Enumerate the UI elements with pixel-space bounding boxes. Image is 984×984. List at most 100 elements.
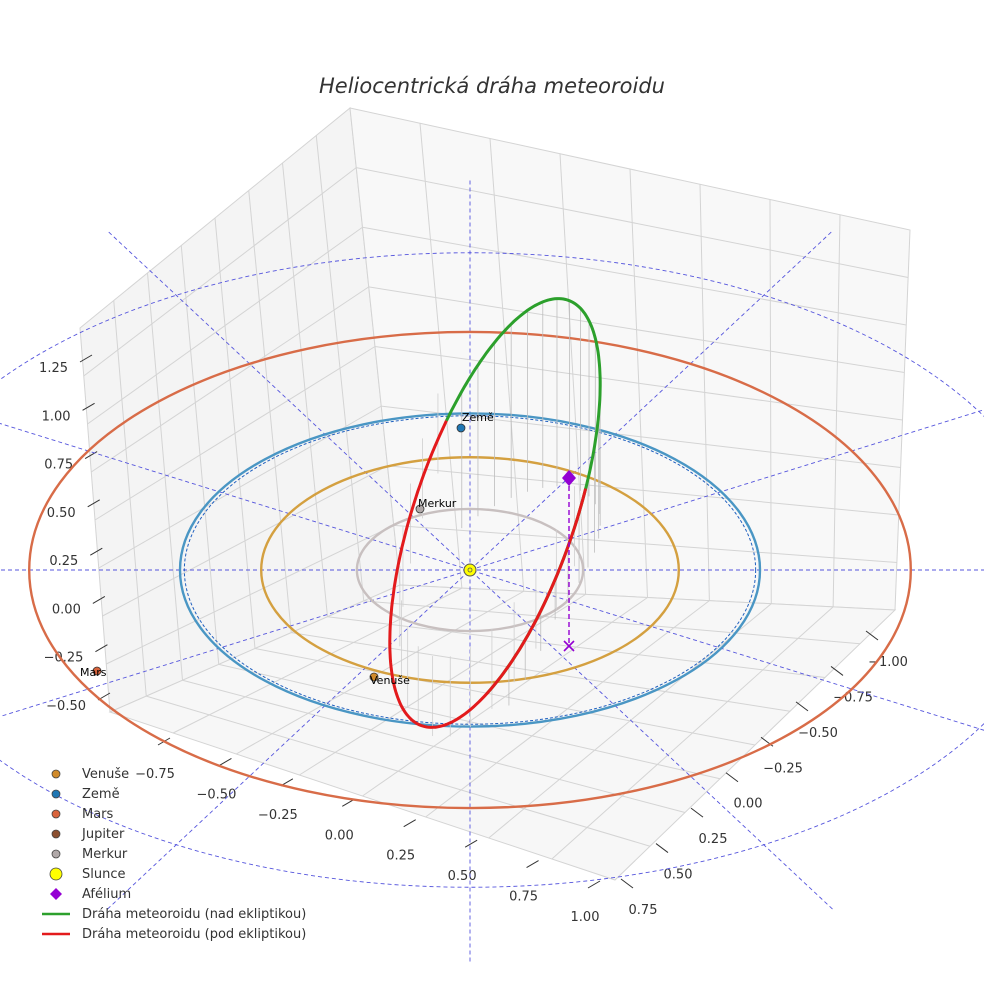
legend-circle-icon	[51, 789, 61, 799]
legend-label: Merkur	[82, 846, 128, 862]
legend-item: Země	[40, 784, 306, 804]
legend-label: Jupiter	[82, 826, 125, 842]
legend-diamond-icon	[50, 888, 62, 900]
grid-line	[180, 245, 220, 665]
legend-item: Merkur	[40, 844, 306, 864]
legend-item: Mars	[40, 804, 306, 824]
z-tick-label: 1.00	[42, 409, 71, 424]
y-tick	[830, 666, 844, 676]
grid-line	[551, 606, 834, 860]
grid-line	[489, 138, 525, 592]
sun-core	[467, 567, 473, 573]
grid-line	[327, 616, 826, 678]
y-tick-label: −1.00	[868, 655, 908, 670]
planet-label-merkur: Merkur	[418, 497, 457, 510]
z-tick	[90, 547, 103, 556]
x-tick	[219, 757, 232, 766]
x-tick-label: −0.75	[135, 767, 175, 782]
grid-line	[362, 597, 648, 797]
sun-marker	[463, 563, 477, 577]
y-tick-label: 0.00	[734, 797, 763, 812]
y-tick	[725, 772, 739, 783]
planet-marker-země	[456, 423, 466, 433]
grid-line	[113, 300, 147, 697]
x-tick-label: −0.25	[258, 808, 298, 823]
legend-item: Dráha meteoroidu (pod ekliptikou)	[40, 924, 306, 944]
z-tick	[82, 402, 95, 411]
x-tick	[464, 839, 478, 848]
legend-item: Jupiter	[40, 824, 306, 844]
z-tick-label: −0.25	[44, 651, 84, 666]
planet-marker-venuše	[369, 672, 379, 682]
legend-circle-icon	[51, 769, 61, 779]
y-tick-label: −0.75	[833, 690, 873, 705]
z-tick	[95, 644, 108, 653]
planet-label-země: Země	[462, 411, 494, 424]
grid-line	[147, 272, 183, 681]
legend-circle-icon	[51, 849, 61, 859]
legend-line-icon	[42, 912, 70, 916]
legend-label: Mars	[82, 806, 114, 822]
grid-line	[769, 199, 772, 604]
orbit-mars	[28, 330, 912, 810]
ecliptic-ray	[107, 230, 833, 910]
y-tick	[620, 878, 634, 889]
legend-item: Venuše	[40, 764, 306, 784]
axis-grid-panes	[79, 107, 911, 881]
ecliptic-ray	[0, 409, 984, 718]
x-tick-label: 0.50	[448, 869, 477, 884]
planet-label-venuše: Venuše	[370, 674, 410, 687]
legend-circle-icon	[51, 829, 61, 839]
x-tick-label: 1.00	[571, 910, 600, 925]
y-tick-label: 0.25	[699, 832, 728, 847]
legend-label: Dráha meteoroidu (nad ekliptikou)	[82, 906, 307, 922]
planet-marker-mars	[92, 666, 102, 676]
z-tick	[92, 595, 106, 604]
legend: Venuše Země Mars Jupiter Merkur Slunce Afélium…	[40, 764, 306, 944]
legend-item: Dráha meteoroidu (nad ekliptikou)	[40, 904, 306, 924]
grid-line	[832, 214, 841, 607]
x-tick-label: 0.00	[325, 828, 354, 843]
meteoroid-orbit	[388, 297, 602, 729]
legend-big-circle-icon	[49, 867, 63, 881]
meteoroid-drop-lines	[399, 298, 601, 737]
ecliptic-ray	[0, 422, 984, 731]
x-tick	[526, 860, 539, 869]
ecliptic-ray	[107, 230, 833, 910]
y-tick	[655, 843, 669, 853]
z-tick-label: 0.75	[44, 458, 73, 473]
earth-orbit-dash	[183, 415, 757, 725]
x-tick-label: 0.25	[386, 849, 415, 864]
legend-label: Dráha meteoroidu (pod ekliptikou)	[82, 926, 307, 942]
grid-line	[425, 600, 710, 818]
x-tick	[587, 880, 601, 889]
z-tick-label: −0.50	[46, 699, 86, 714]
x-tick-label: −0.50	[197, 787, 237, 802]
grid-line	[629, 168, 648, 598]
y-tick-label: −0.25	[763, 761, 803, 776]
planet-marker-merkur	[415, 504, 425, 514]
y-tick-label: 0.75	[629, 903, 658, 918]
x-tick-label: 0.75	[509, 890, 538, 905]
legend-label: Afélium	[82, 886, 132, 902]
grid-line	[291, 632, 791, 712]
y-tick-label: 0.50	[664, 868, 693, 883]
chart-title: Heliocentrická dráha meteoroidu	[319, 74, 665, 98]
grid-line	[488, 603, 772, 839]
legend-label: Venuše	[82, 766, 130, 782]
grid-line	[419, 123, 463, 589]
legend-item: Slunce	[40, 864, 306, 884]
z-tick	[87, 499, 100, 508]
z-tick-label: 0.25	[49, 554, 78, 569]
aphelion-projection-marker	[563, 640, 575, 652]
planet-label-mars: Mars	[80, 666, 107, 679]
grid-line	[559, 153, 587, 595]
z-tick-label: 0.00	[52, 602, 81, 617]
grid-line	[214, 217, 256, 649]
body-markers: Země Merkur Venuše Mars	[80, 411, 576, 687]
y-tick-label: −0.50	[798, 726, 838, 741]
legend-line-icon	[42, 932, 70, 936]
meteoroid-arc-below	[388, 420, 588, 729]
y-tick	[865, 630, 879, 641]
